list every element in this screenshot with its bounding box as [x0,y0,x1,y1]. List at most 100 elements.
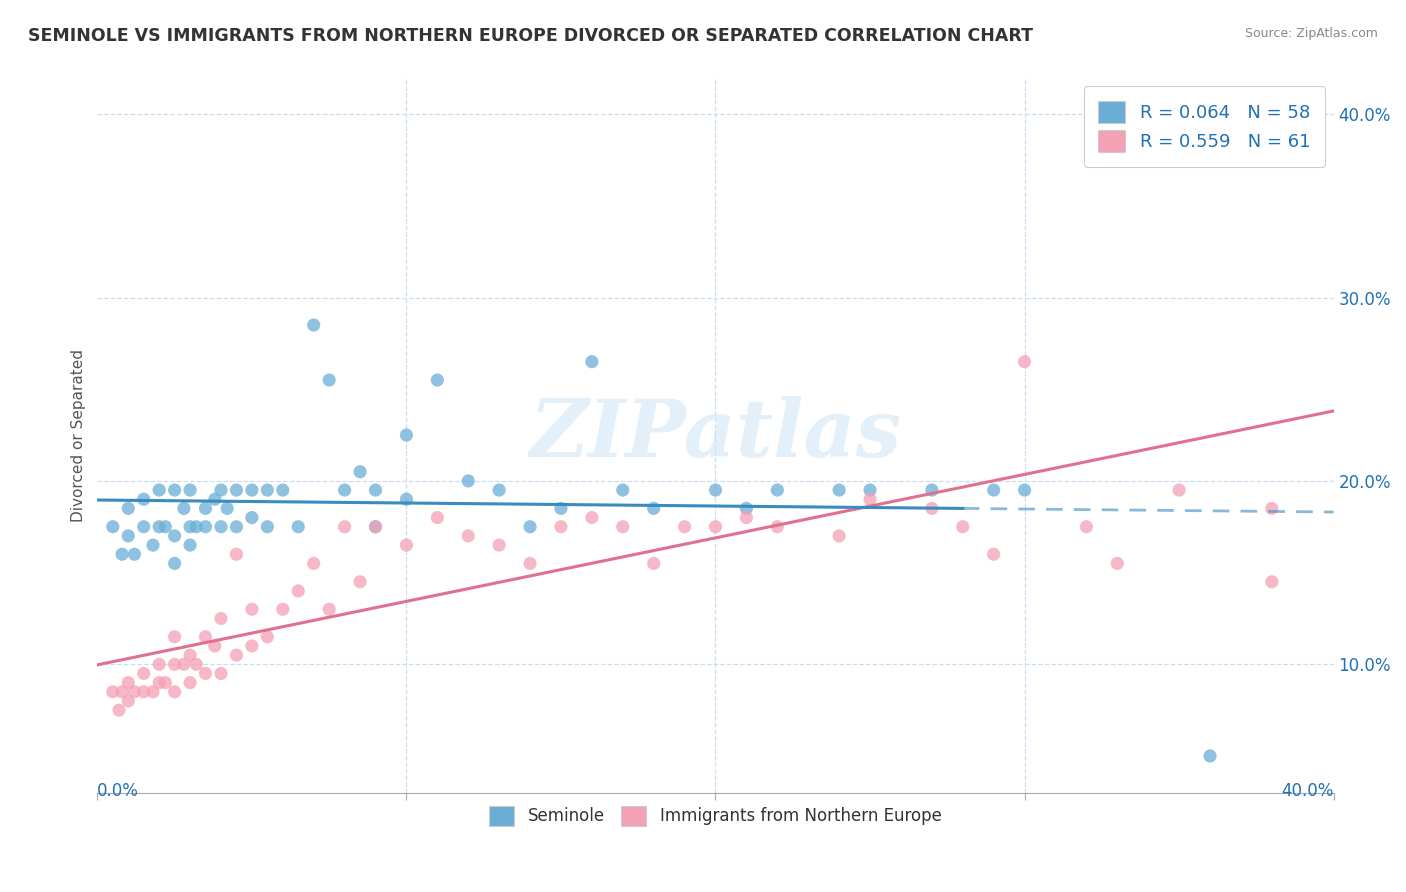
Point [519,520,541,534]
Point [364,483,387,497]
Point [111,547,134,561]
Point [1014,483,1036,497]
Point [395,538,418,552]
Point [271,602,294,616]
Point [163,657,186,672]
Point [194,501,217,516]
Point [704,483,727,497]
Point [163,685,186,699]
Point [132,685,155,699]
Point [1076,520,1098,534]
Point [395,492,418,507]
Point [209,611,232,625]
Point [186,520,208,534]
Point [256,483,278,497]
Point [179,538,201,552]
Text: ZIPatlas: ZIPatlas [530,396,901,474]
Point [186,657,208,672]
Point [318,373,340,387]
Point [457,474,479,488]
Point [643,557,665,571]
Point [364,520,387,534]
Point [983,547,1005,561]
Point [364,520,387,534]
Y-axis label: Divorced or Separated: Divorced or Separated [72,349,86,522]
Point [240,510,263,524]
Point [240,639,263,653]
Point [117,501,139,516]
Point [155,675,177,690]
Text: 0.0%: 0.0% [97,782,139,800]
Point [1107,557,1129,571]
Point [111,685,134,699]
Point [163,483,186,497]
Point [550,520,572,534]
Point [117,529,139,543]
Point [488,483,510,497]
Point [173,501,195,516]
Point [209,666,232,681]
Point [240,602,263,616]
Point [287,583,309,598]
Point [612,483,634,497]
Point [148,675,170,690]
Point [217,501,239,516]
Text: SEMINOLE VS IMMIGRANTS FROM NORTHERN EUROPE DIVORCED OR SEPARATED CORRELATION CH: SEMINOLE VS IMMIGRANTS FROM NORTHERN EUR… [28,27,1033,45]
Point [124,685,146,699]
Text: Source: ZipAtlas.com: Source: ZipAtlas.com [1244,27,1378,40]
Point [204,639,226,653]
Point [209,483,232,497]
Point [921,501,943,516]
Point [124,547,146,561]
Point [194,666,217,681]
Point [271,483,294,497]
Point [735,510,758,524]
Point [704,520,727,534]
Point [302,557,325,571]
Point [735,501,758,516]
Point [179,520,201,534]
Point [643,501,665,516]
Point [287,520,309,534]
Point [1199,144,1222,158]
Point [209,520,232,534]
Legend: Seminole, Immigrants from Northern Europe: Seminole, Immigrants from Northern Europ… [481,797,950,834]
Point [108,703,131,717]
Point [828,529,851,543]
Point [550,501,572,516]
Point [673,520,696,534]
Point [117,675,139,690]
Point [1261,501,1284,516]
Point [426,510,449,524]
Point [148,520,170,534]
Point [194,520,217,534]
Point [142,685,165,699]
Point [349,574,371,589]
Point [859,483,882,497]
Point [179,675,201,690]
Point [921,483,943,497]
Point [163,630,186,644]
Point [318,602,340,616]
Point [581,354,603,368]
Point [194,630,217,644]
Point [225,648,247,662]
Point [395,428,418,442]
Point [828,483,851,497]
Point [333,520,356,534]
Point [142,538,165,552]
Point [225,547,247,561]
Point [179,483,201,497]
Point [163,529,186,543]
Point [766,520,789,534]
Point [349,465,371,479]
Point [1261,574,1284,589]
Point [1168,483,1191,497]
Point [983,483,1005,497]
Point [457,529,479,543]
Point [426,373,449,387]
Point [766,483,789,497]
Point [101,685,124,699]
Point [1014,354,1036,368]
Point [148,657,170,672]
